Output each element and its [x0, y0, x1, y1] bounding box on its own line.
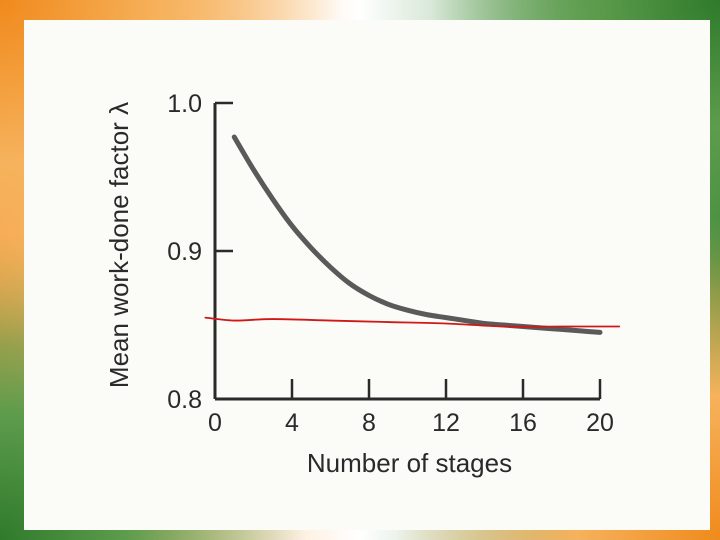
x-tick-label: 16 — [509, 409, 537, 437]
x-tick-label: 20 — [586, 409, 614, 437]
y-axis-title: Mean work-done factor λ — [104, 102, 134, 388]
red-annotation-line — [204, 316, 621, 328]
x-ticks: 0 4 8 12 16 20 — [208, 379, 614, 437]
y-tick-label: 0.9 — [167, 238, 202, 266]
slide-panel — [24, 20, 710, 530]
axes — [213, 103, 600, 401]
x-tick-label: 12 — [432, 409, 460, 437]
y-ticks: 1.0 0.9 0.8 — [167, 90, 233, 414]
series-layer — [204, 134, 621, 335]
x-tick-label: 8 — [362, 409, 376, 437]
y-tick-label: 1.0 — [167, 90, 202, 118]
x-tick-label: 4 — [285, 409, 299, 437]
y-tick-label: 0.8 — [167, 386, 202, 414]
x-tick-label: 0 — [208, 409, 222, 437]
x-axis-title: Number of stages — [307, 448, 512, 478]
work-done-factor-curve — [231, 134, 603, 335]
